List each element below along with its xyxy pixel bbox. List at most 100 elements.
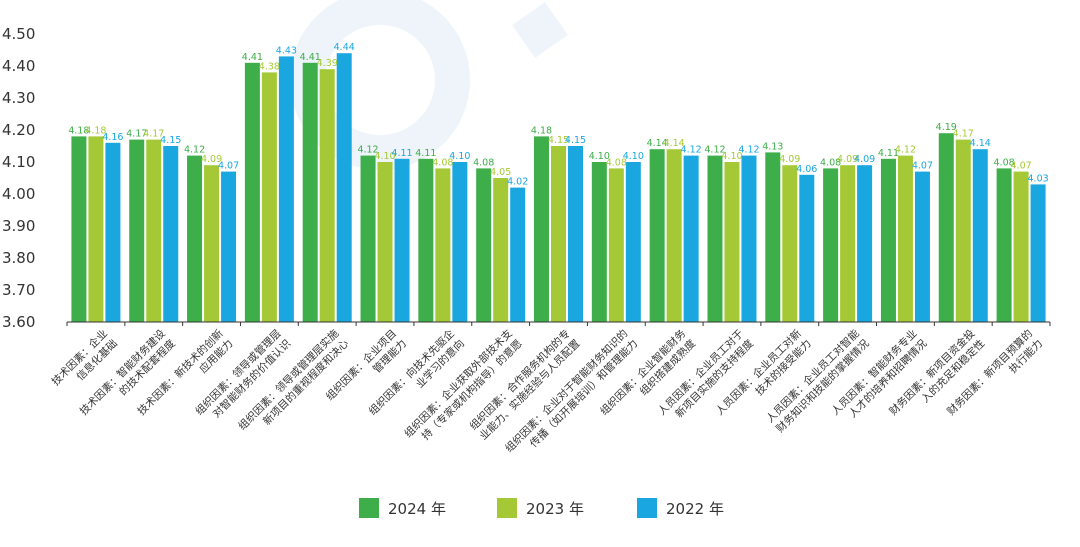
bar — [261, 72, 277, 323]
bar — [452, 162, 468, 322]
bar — [897, 155, 913, 322]
legend: 2024 年 2023 年 2022 年 — [359, 498, 724, 518]
legend-label: 2022 年 — [666, 500, 724, 518]
data-label: 4.12 — [895, 145, 916, 156]
bar — [336, 53, 352, 322]
bar — [568, 146, 583, 322]
data-label: 4.18 — [85, 125, 106, 136]
bar — [394, 158, 410, 322]
data-label: 4.11 — [415, 148, 436, 159]
y-tick-label: 4.10 — [2, 153, 35, 171]
bar — [204, 165, 220, 322]
data-label: 4.41 — [242, 52, 263, 63]
data-label: 4.02 — [507, 177, 528, 188]
y-tick-label: 3.70 — [2, 281, 35, 299]
data-label: 4.12 — [738, 145, 759, 156]
bar — [105, 142, 121, 322]
bar — [435, 168, 451, 322]
bar — [914, 171, 930, 322]
data-label: 4.16 — [102, 132, 123, 143]
bar — [955, 139, 971, 322]
data-label: 4.10 — [721, 151, 742, 162]
data-label: 4.11 — [878, 148, 899, 159]
data-label: 4.09 — [837, 154, 858, 165]
bar — [418, 158, 434, 322]
bar — [666, 149, 682, 322]
bar — [938, 133, 954, 322]
data-label: 4.09 — [854, 154, 875, 165]
bar — [360, 155, 376, 322]
data-label: 4.08 — [994, 157, 1015, 168]
bar — [278, 56, 294, 323]
bar — [724, 162, 740, 322]
data-label: 4.05 — [490, 167, 511, 178]
y-tick-label: 4.00 — [2, 185, 35, 203]
data-label: 4.09 — [779, 154, 800, 165]
bar — [707, 155, 723, 322]
data-label: 4.39 — [317, 58, 338, 69]
y-tick-label: 4.50 — [2, 25, 35, 43]
data-label: 4.17 — [126, 129, 147, 140]
bar — [476, 168, 492, 322]
y-tick-label: 4.40 — [2, 57, 35, 75]
data-label: 4.12 — [357, 145, 378, 156]
watermark-logo — [290, 0, 568, 170]
bar — [782, 165, 798, 322]
bar — [649, 149, 665, 322]
legend-swatch — [359, 498, 379, 518]
data-label: 4.18 — [531, 125, 552, 136]
data-label: 4.38 — [259, 61, 280, 72]
bar — [510, 187, 526, 322]
data-label: 4.03 — [1028, 173, 1049, 184]
legend-label: 2023 年 — [526, 500, 584, 518]
data-label: 4.44 — [334, 42, 355, 53]
data-label: 4.19 — [936, 122, 957, 133]
bar — [880, 158, 896, 322]
data-label: 4.11 — [391, 148, 412, 159]
data-label: 4.08 — [820, 157, 841, 168]
bar — [534, 136, 549, 322]
data-label: 4.07 — [1011, 161, 1032, 172]
data-label: 4.12 — [704, 145, 725, 156]
data-label: 4.12 — [184, 145, 205, 156]
data-label: 4.10 — [449, 151, 470, 162]
bar — [221, 171, 237, 322]
y-tick-label: 4.20 — [2, 121, 35, 139]
bar — [129, 139, 145, 322]
bar — [319, 69, 335, 322]
data-label: 4.14 — [664, 138, 685, 149]
y-tick-label: 3.90 — [2, 217, 35, 235]
data-label: 4.08 — [432, 157, 453, 168]
data-label: 4.10 — [589, 151, 610, 162]
data-label: 4.10 — [374, 151, 395, 162]
bar — [823, 168, 839, 322]
bar — [244, 62, 260, 323]
data-label: 4.07 — [912, 161, 933, 172]
bar — [608, 168, 624, 322]
data-label: 4.14 — [970, 138, 991, 149]
y-axis: 4.50 4.40 4.30 4.20 4.10 4.00 3.90 3.80 3.70 3.60 — [2, 25, 35, 331]
data-label: 4.14 — [647, 138, 668, 149]
data-label: 4.08 — [473, 157, 494, 168]
legend-swatch — [497, 498, 517, 518]
data-label: 4.17 — [143, 129, 164, 140]
bar — [799, 174, 815, 322]
data-label: 4.15 — [160, 135, 181, 146]
bar — [972, 149, 988, 322]
bar — [857, 165, 873, 322]
y-tick-label: 4.30 — [2, 89, 35, 107]
bar — [683, 155, 699, 322]
bar — [741, 155, 757, 322]
bar — [591, 162, 607, 322]
data-label: 4.43 — [276, 45, 297, 56]
y-tick-label: 3.80 — [2, 249, 35, 267]
bar — [163, 146, 179, 322]
bar — [88, 136, 104, 322]
bar — [187, 155, 203, 322]
data-label: 4.08 — [606, 157, 627, 168]
data-label: 4.09 — [201, 154, 222, 165]
data-label: 4.06 — [796, 164, 817, 175]
data-label: 4.18 — [68, 125, 89, 136]
data-label: 4.13 — [762, 141, 783, 152]
